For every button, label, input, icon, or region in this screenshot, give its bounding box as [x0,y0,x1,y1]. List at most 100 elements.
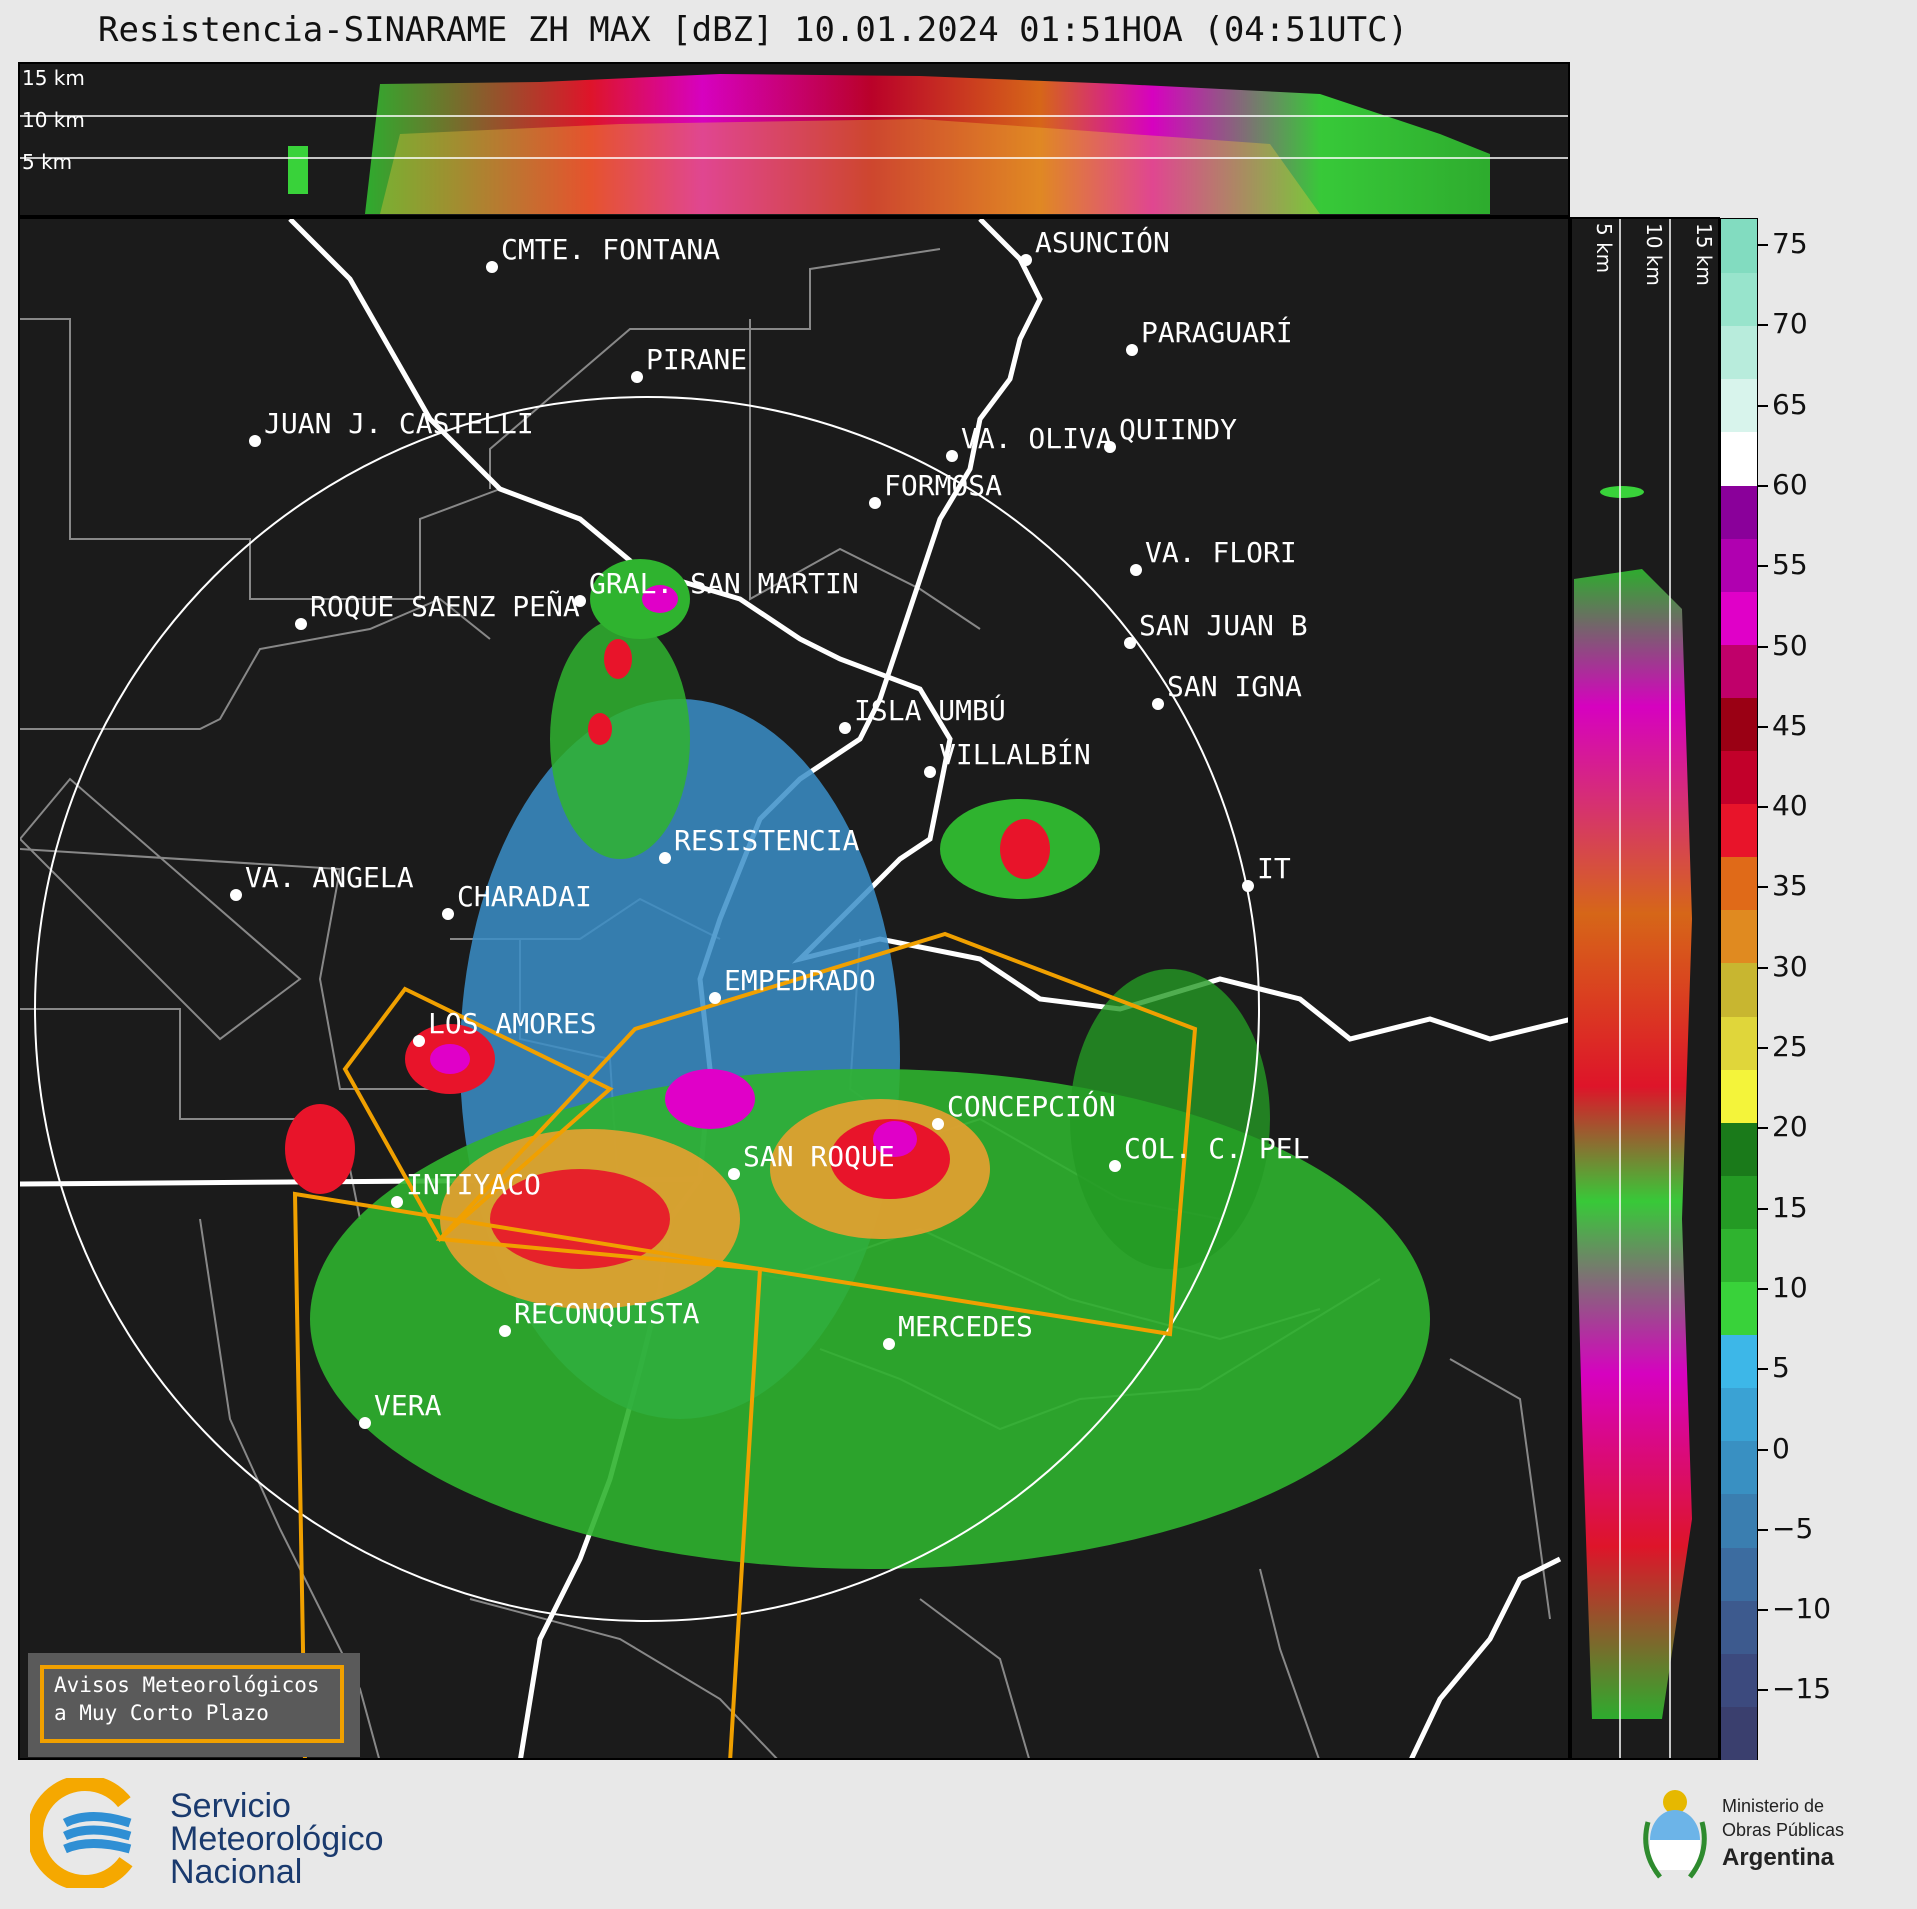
city-label: MERCEDES [898,1310,1033,1343]
ministry-text-3: Argentina [1722,1844,1835,1871]
colorbar-segment [1721,1440,1757,1495]
colorbar-tick-mark [1758,966,1768,969]
colorbar-tick-label: 15 [1772,1190,1808,1224]
height-label-15km-side: 15 km [1692,223,1716,286]
colorbar-segment [1721,962,1757,1017]
colorbar-tick-label: 50 [1772,628,1808,662]
colorbar-tick-mark [1758,1047,1768,1049]
city-marker[interactable] [1109,1160,1121,1172]
city-marker[interactable] [1104,441,1116,453]
city-marker[interactable] [883,1338,895,1350]
city-marker[interactable] [413,1035,425,1047]
height-label-5km-side: 5 km [1592,223,1616,274]
colorbar-tick-label: 55 [1772,548,1808,582]
colorbar-tick-label: 75 [1772,227,1808,260]
range-ring [34,396,1260,1622]
colorbar-segment [1721,1652,1757,1707]
city-marker[interactable] [1242,880,1254,892]
city-label: COL. C. PEL [1124,1132,1309,1165]
colorbar-segment [1721,856,1757,911]
colorbar-segment [1721,1227,1757,1283]
city-label: SAN IGNA [1167,670,1302,703]
city-label: LOS AMORES [428,1007,597,1040]
city-label: RECONQUISTA [514,1297,700,1330]
city-label: RESISTENCIA [674,824,860,857]
city-marker[interactable] [659,852,671,864]
smn-text-1: Servicio [170,1787,291,1825]
colorbar-segment [1721,1068,1757,1123]
city-label: SAN ROQUE [743,1140,895,1173]
city-marker[interactable] [295,618,307,630]
city-marker[interactable] [1124,637,1136,649]
colorbar-tick-mark [1758,1368,1768,1371]
city-label: PARAGUARÍ [1141,315,1293,349]
city-marker[interactable] [709,992,721,1004]
city-marker[interactable] [249,435,261,447]
colorbar-tick-label: 60 [1772,467,1808,501]
colorbar-tick-label: 30 [1772,949,1808,983]
city-marker[interactable] [869,497,881,509]
city-marker[interactable] [1020,254,1032,266]
colorbar-segment [1721,750,1757,805]
city-marker[interactable] [499,1325,511,1337]
city-label: GRAL. SAN MARTIN [589,567,859,600]
height-label-15km: 15 km [22,66,85,90]
colorbar-segment [1721,1705,1757,1760]
smn-text-3: Nacional [170,1853,303,1891]
colorbar-tick-mark [1758,1127,1768,1130]
city-label: CONCEPCIÓN [947,1089,1116,1123]
colorbar-segment [1721,537,1757,592]
city-marker[interactable] [1152,698,1164,710]
city-marker[interactable] [230,889,242,901]
colorbar-tick-label: 10 [1772,1270,1808,1304]
city-marker[interactable] [359,1417,371,1429]
colorbar-tick-mark [1758,244,1768,246]
radar-map[interactable]: CMTE. FONTANA ASUNCIÓN PARAGUARÍ PIRANE JUAN… [18,217,1570,1760]
colorbar-tick-mark [1758,806,1768,809]
city-marker[interactable] [574,595,586,607]
colorbar-segment [1721,1281,1757,1336]
city-label: VERA [374,1389,442,1422]
city-marker[interactable] [391,1196,403,1208]
colorbar-segment [1721,1546,1757,1601]
city-label: EMPEDRADO [724,964,876,997]
argentina-emblem-icon [1643,1790,1707,1879]
colorbar-tick-label: 65 [1772,387,1808,421]
legend-line-2: a Muy Corto Plazo [54,1701,269,1725]
colorbar-tick-mark [1758,324,1768,327]
warning-legend: Avisos Meteorológicos a Muy Corto Plazo [28,1653,360,1757]
city-label: JUAN J. CASTELLI [264,407,534,440]
colorbar-tick-mark [1758,1287,1768,1290]
city-marker[interactable] [839,722,851,734]
smn-logo-icon [30,1778,140,1888]
city-marker[interactable] [442,908,454,920]
height-label-5km: 5 km [22,150,73,174]
radar-echoes [285,559,1430,1569]
city-marker[interactable] [486,261,498,273]
city-marker[interactable] [1130,564,1142,576]
height-label-10km-side: 10 km [1642,223,1666,286]
colorbar-tick-label: −10 [1772,1592,1832,1626]
colorbar-segment [1721,431,1757,486]
city-marker[interactable] [631,371,643,383]
city-label: VA. OLIVA [961,422,1113,455]
colorbar-segment [1721,378,1757,433]
height-label-10km: 10 km [22,108,85,132]
colorbar-tick-mark [1758,484,1768,487]
city-marker[interactable] [932,1118,944,1130]
city-label: IT [1257,852,1291,885]
profile-echo [365,74,1490,214]
colorbar-segment [1721,909,1757,964]
city-marker[interactable] [728,1168,740,1180]
city-marker[interactable] [1126,344,1138,356]
profile-echo [1574,569,1692,1719]
city-marker[interactable] [924,766,936,778]
vertical-profile-strip: 15 km 10 km 5 km [18,62,1570,217]
city-label: CMTE. FONTANA [501,233,720,266]
colorbar-tick-mark [1758,1609,1768,1612]
colorbar-segment [1721,1493,1757,1548]
colorbar-segment [1721,696,1757,752]
map-title: Resistencia-SINARAME ZH MAX [dBZ] 10.01.… [98,10,1409,50]
city-marker[interactable] [946,450,958,462]
colorbar-tick-mark [1758,404,1768,407]
